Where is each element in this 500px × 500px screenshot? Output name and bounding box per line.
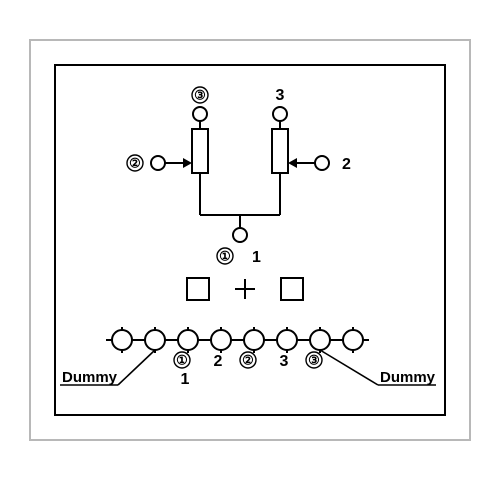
pad-5: [277, 330, 297, 350]
schematic-side-left-open: [151, 156, 165, 170]
footprint-label-1: 2: [214, 353, 223, 370]
arrow-head: [183, 158, 192, 168]
pad-0: [112, 330, 132, 350]
schematic-top-right-label: 3: [276, 87, 285, 104]
footprint-label-3: 3: [280, 353, 289, 370]
footprint-square-1: [281, 278, 303, 300]
pad-2: [178, 330, 198, 350]
schematic-side-left-circled-text: ②: [129, 155, 141, 170]
schematic-top-left-circled-text: ③: [194, 87, 206, 102]
resistor-left: [192, 129, 208, 173]
schematic-bottom-label: 1: [252, 249, 261, 266]
schematic-bottom-circled-text: ①: [219, 248, 231, 263]
schematic-top-right-open: [273, 107, 287, 121]
pad-4: [244, 330, 264, 350]
dummy-left-leader: [118, 350, 155, 385]
schematic-top-left-open: [193, 107, 207, 121]
footprint-circled-0-text: ①: [176, 352, 188, 367]
pad-1: [145, 330, 165, 350]
footprint-circled-2-text: ②: [242, 352, 254, 367]
footprint-circled-4-text: ③: [308, 352, 320, 367]
dummy-right-leader: [320, 350, 378, 385]
pad-7: [343, 330, 363, 350]
pad-6: [310, 330, 330, 350]
arrow-head: [288, 158, 297, 168]
schematic-side-right-label: 2: [342, 156, 351, 173]
dummy-left-label: Dummy: [62, 369, 118, 386]
footprint-square-0: [187, 278, 209, 300]
dummy-right-label: Dummy: [380, 369, 436, 386]
schematic-side-right-open: [315, 156, 329, 170]
schematic-bottom-open: [233, 228, 247, 242]
footprint-second-row: 1: [181, 371, 190, 388]
resistor-right: [272, 129, 288, 173]
pad-3: [211, 330, 231, 350]
